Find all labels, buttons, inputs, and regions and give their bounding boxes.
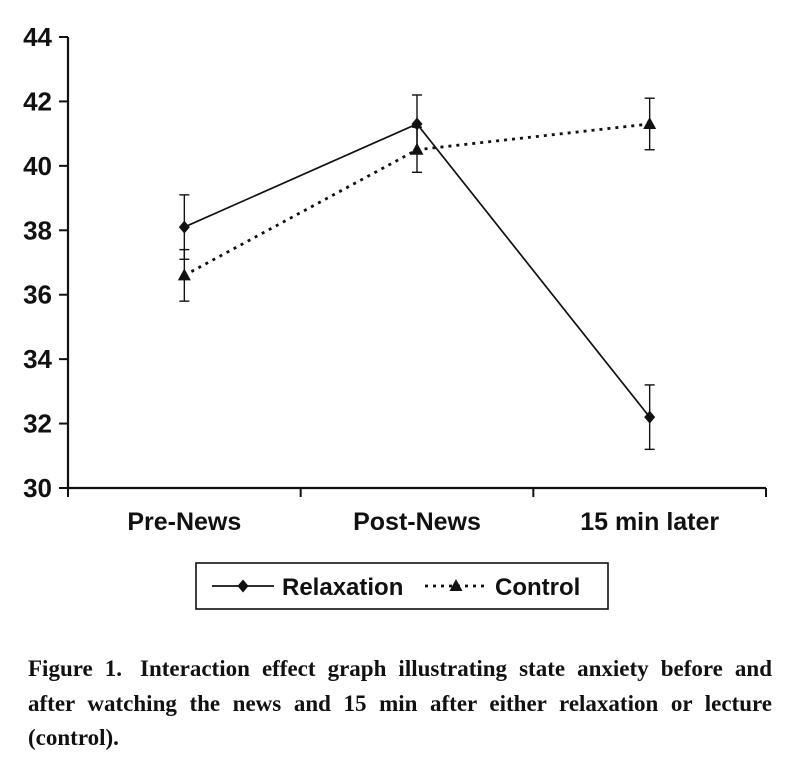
triangle-marker [449, 579, 463, 591]
figure-caption-text: Interaction effect graph illustrating st… [28, 656, 772, 750]
y-tick-label: 42 [23, 86, 52, 116]
figure-caption-label: Figure 1. [28, 656, 123, 681]
diamond-marker [178, 220, 190, 234]
triangle-marker [643, 116, 657, 129]
y-tick-label: 40 [23, 151, 52, 181]
y-tick-label: 38 [23, 215, 52, 245]
figure-caption: Figure 1. Interaction effect graph illust… [28, 652, 772, 756]
x-category-label: 15 min later [580, 508, 719, 536]
y-tick-label: 44 [23, 22, 52, 52]
legend-label-control: Control [495, 574, 580, 601]
diamond-marker [237, 579, 249, 593]
diamond-marker [644, 410, 656, 424]
triangle-marker [177, 268, 191, 281]
x-category-label: Post-News [353, 508, 481, 536]
y-tick-label: 30 [23, 473, 52, 503]
y-tick-label: 34 [23, 344, 52, 374]
x-category-label: Pre-News [127, 508, 241, 536]
triangle-marker [410, 142, 424, 155]
diamond-marker [411, 117, 423, 131]
y-tick-label: 32 [23, 409, 52, 439]
legend-label-relaxation: Relaxation [282, 574, 403, 601]
anxiety-line-chart: 30 32 34 36 38 40 42 44 Pre-News Post-News 15 min … [23, 22, 767, 610]
y-tick-label: 36 [23, 280, 52, 310]
